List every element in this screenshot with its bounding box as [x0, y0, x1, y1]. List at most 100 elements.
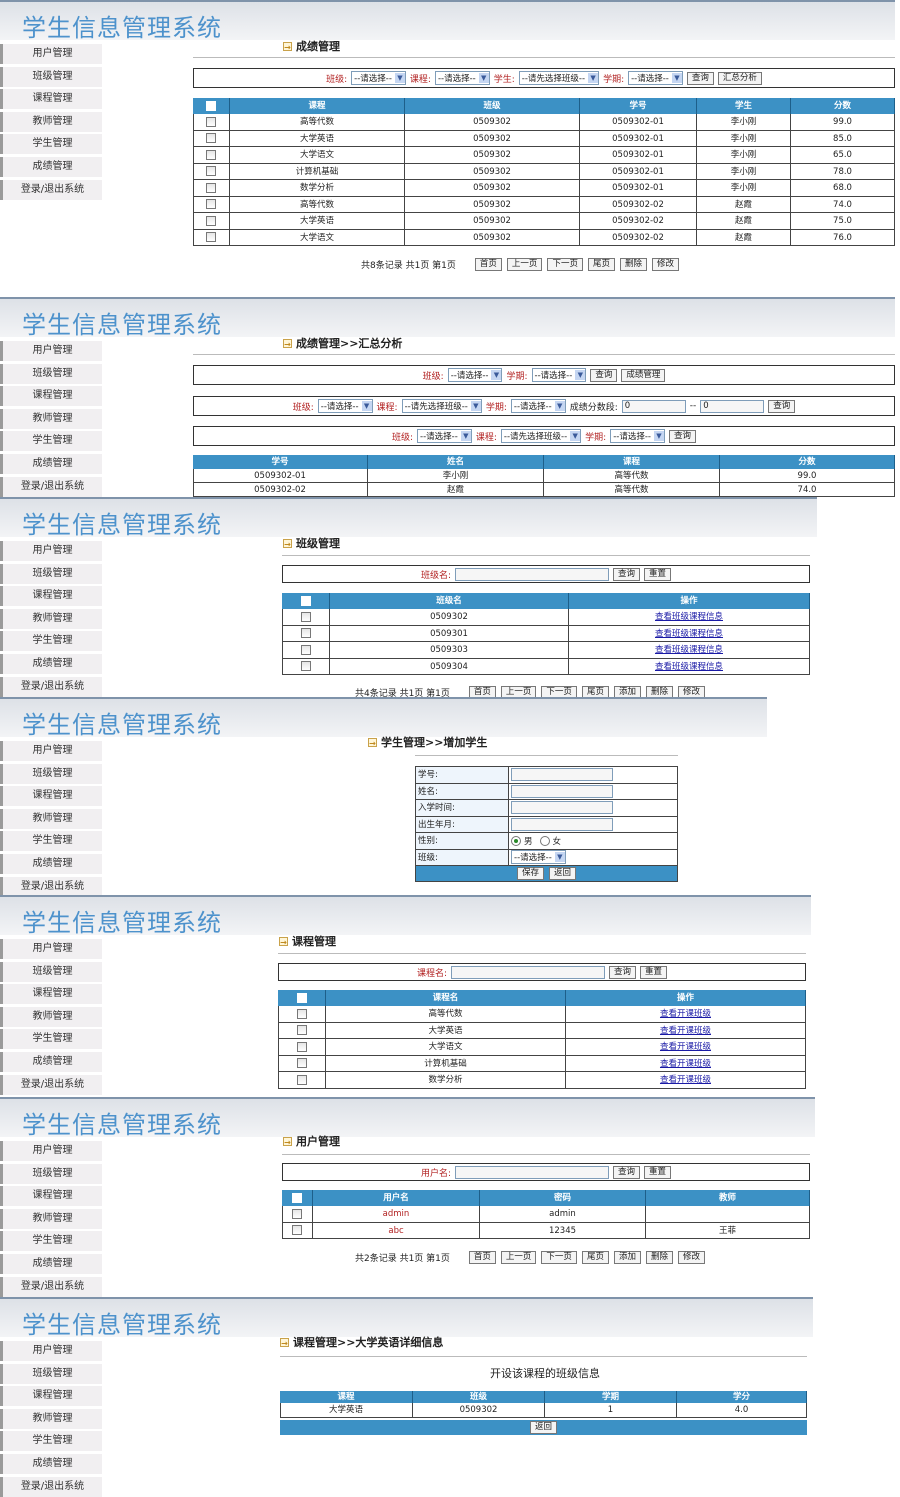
- sidebar-item[interactable]: 成绩管理: [0, 157, 102, 177]
- sidebar-item[interactable]: 用户管理: [0, 341, 102, 361]
- pagination-button[interactable]: 首页: [468, 686, 496, 697]
- sidebar-item[interactable]: 教师管理: [0, 1408, 102, 1429]
- pagination-button[interactable]: 添加: [613, 1251, 641, 1264]
- sidebar-item[interactable]: 登录/退出系统: [0, 676, 102, 697]
- row-link[interactable]: 查看开课班级: [659, 1009, 711, 1019]
- sidebar-item[interactable]: 教师管理: [0, 408, 102, 429]
- pagination-button[interactable]: 修改: [651, 258, 679, 271]
- sidebar-item[interactable]: 班级管理: [0, 1363, 102, 1384]
- pagination-button[interactable]: 上一页: [500, 1251, 537, 1264]
- sidebar-item[interactable]: 用户管理: [0, 44, 102, 64]
- search-button[interactable]: 查询: [686, 71, 714, 85]
- sidebar-item[interactable]: 成绩管理: [0, 654, 102, 674]
- filter-select[interactable]: --请选择-- ▼: [510, 399, 566, 413]
- sidebar-item[interactable]: 用户管理: [0, 541, 102, 561]
- select-all-checkbox[interactable]: [206, 100, 216, 111]
- sidebar-item[interactable]: 用户管理: [0, 939, 102, 959]
- pagination-button[interactable]: 下一页: [541, 686, 577, 697]
- row-checkbox[interactable]: [292, 1225, 302, 1235]
- filter-select[interactable]: --请先选择班级-- ▼: [518, 71, 600, 85]
- sidebar-item[interactable]: 班级管理: [0, 961, 102, 982]
- row-checkbox[interactable]: [296, 1058, 307, 1068]
- sidebar-item[interactable]: 教师管理: [0, 808, 102, 829]
- gender-radio[interactable]: [511, 835, 521, 846]
- row-checkbox[interactable]: [300, 611, 311, 622]
- sidebar-item[interactable]: 成绩管理: [0, 1052, 102, 1072]
- row-link[interactable]: 查看班级课程信息: [654, 628, 723, 639]
- filter-select[interactable]: --请选择-- ▼: [610, 429, 665, 443]
- filter-select[interactable]: --请选择-- ▼: [417, 429, 472, 443]
- sidebar-item[interactable]: 班级管理: [0, 763, 102, 784]
- row-checkbox[interactable]: [206, 232, 216, 242]
- pagination-button[interactable]: 首页: [474, 258, 502, 271]
- sidebar-item[interactable]: 班级管理: [0, 363, 102, 384]
- sidebar-item[interactable]: 登录/退出系统: [0, 876, 102, 895]
- select-all-checkbox[interactable]: [300, 595, 311, 606]
- pagination-button[interactable]: 下一页: [547, 258, 583, 271]
- filter-select[interactable]: --请选择-- ▼: [531, 368, 587, 382]
- pagination-button[interactable]: 上一页: [500, 686, 537, 697]
- form-select[interactable]: --请选择-- ▼: [511, 850, 566, 865]
- sidebar-item[interactable]: 学生管理: [0, 431, 102, 452]
- filter-input[interactable]: [455, 567, 609, 581]
- row-checkbox[interactable]: [206, 116, 216, 127]
- sidebar-item[interactable]: 学生管理: [0, 631, 102, 652]
- chevron-down-icon[interactable]: ▼: [478, 73, 489, 83]
- filter-select[interactable]: --请选择-- ▼: [351, 71, 406, 85]
- search-button[interactable]: 查询: [613, 1165, 641, 1179]
- pagination-button[interactable]: 尾页: [581, 1251, 609, 1264]
- sidebar-item[interactable]: 学生管理: [0, 1029, 102, 1050]
- sidebar-item[interactable]: 课程管理: [0, 984, 102, 1005]
- filter-input[interactable]: 0: [700, 399, 765, 413]
- sidebar-item[interactable]: 学生管理: [0, 134, 102, 155]
- save-button[interactable]: 保存: [516, 866, 544, 880]
- sidebar-item[interactable]: 成绩管理: [0, 1454, 102, 1474]
- sidebar-item[interactable]: 登录/退出系统: [0, 179, 102, 200]
- sidebar-item[interactable]: 成绩管理: [0, 854, 102, 874]
- sidebar-item[interactable]: 课程管理: [0, 786, 102, 807]
- sidebar-item[interactable]: 登录/退出系统: [0, 1476, 102, 1497]
- chevron-down-icon[interactable]: ▼: [588, 73, 599, 83]
- row-checkbox[interactable]: [206, 166, 216, 176]
- row-checkbox[interactable]: [300, 644, 311, 655]
- sidebar-item[interactable]: 课程管理: [0, 386, 102, 407]
- row-link[interactable]: 查看开课班级: [659, 1042, 711, 1052]
- search-button[interactable]: 查询: [590, 368, 618, 382]
- pagination-button[interactable]: 首页: [468, 1251, 496, 1264]
- sidebar-item[interactable]: 教师管理: [0, 608, 102, 629]
- filter-select[interactable]: --请先选择班级-- ▼: [401, 399, 482, 413]
- form-input[interactable]: [511, 768, 613, 782]
- sidebar-item[interactable]: 教师管理: [0, 1006, 102, 1027]
- sidebar-item[interactable]: 学生管理: [0, 1431, 102, 1452]
- chevron-down-icon[interactable]: ▼: [491, 370, 502, 380]
- chevron-down-icon[interactable]: ▼: [570, 431, 581, 441]
- row-checkbox[interactable]: [206, 133, 216, 143]
- chevron-down-icon[interactable]: ▼: [554, 852, 565, 863]
- form-input[interactable]: [511, 801, 613, 815]
- row-link[interactable]: 查看班级课程信息: [654, 661, 723, 672]
- search-button[interactable]: 查询: [768, 399, 796, 413]
- row-link[interactable]: 查看班级课程信息: [654, 612, 723, 622]
- pagination-button[interactable]: 修改: [677, 1251, 706, 1264]
- pagination-button[interactable]: 删除: [645, 1251, 673, 1264]
- filter-input[interactable]: 0: [621, 399, 686, 413]
- action-button[interactable]: 汇总分析: [717, 71, 762, 85]
- pagination-button[interactable]: 尾页: [587, 258, 615, 271]
- sidebar-item[interactable]: 用户管理: [0, 741, 102, 761]
- search-button[interactable]: 查询: [609, 965, 637, 979]
- pagination-button[interactable]: 添加: [613, 686, 641, 697]
- chevron-down-icon[interactable]: ▼: [575, 370, 586, 380]
- row-checkbox[interactable]: [300, 661, 311, 671]
- chevron-down-icon[interactable]: ▼: [470, 401, 481, 411]
- row-link[interactable]: 查看班级课程信息: [654, 645, 723, 655]
- filter-select[interactable]: --请选择-- ▼: [434, 71, 490, 85]
- sidebar-item[interactable]: 学生管理: [0, 831, 102, 852]
- action-button[interactable]: 重置: [644, 1165, 672, 1179]
- filter-select[interactable]: --请选择-- ▼: [317, 399, 373, 413]
- chevron-down-icon[interactable]: ▼: [671, 73, 682, 83]
- action-button[interactable]: 重置: [644, 567, 672, 581]
- pagination-button[interactable]: 修改: [677, 686, 706, 697]
- search-button[interactable]: 查询: [668, 429, 696, 443]
- form-input[interactable]: [511, 817, 613, 831]
- row-checkbox[interactable]: [206, 149, 216, 160]
